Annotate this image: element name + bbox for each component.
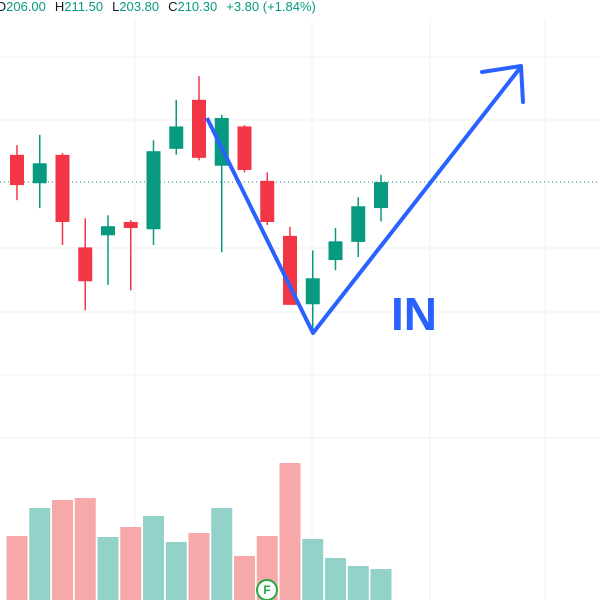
candle-body [146, 151, 161, 230]
candle-body [169, 126, 184, 149]
candle-body [192, 99, 206, 158]
legend-row: C210.30 [168, 0, 217, 14]
volume-bar [279, 463, 301, 600]
candle-layer [0, 76, 600, 331]
candle-body [32, 163, 47, 184]
candle-body [374, 182, 388, 209]
legend-key: H [55, 0, 64, 14]
annotation: IN [391, 288, 437, 340]
candle-body [351, 206, 366, 242]
legend-value: +3.80 (+1.84%) [226, 0, 316, 14]
volume-bar [143, 516, 164, 600]
candle-body [78, 247, 93, 282]
legend-header: O206.00 H211.50 L203.80 C210.30 +3.80 (+1.84… [0, 0, 316, 14]
legend-key: L [112, 0, 119, 14]
legend-row: O206.00 [0, 0, 46, 14]
candle-body [305, 278, 320, 305]
volume-bar [165, 542, 187, 600]
trend-arrow [205, 66, 522, 335]
candle-body [123, 221, 138, 229]
volume-bar [325, 558, 346, 600]
candle-body [283, 235, 297, 305]
volume-bar [29, 508, 51, 600]
legend-key: O [0, 0, 6, 14]
volume-bar [97, 537, 119, 600]
candle-body [237, 126, 252, 170]
volume-bar [188, 533, 210, 600]
legend-value: 203.80 [119, 0, 159, 14]
event-label: F [263, 583, 270, 597]
legend-value: 206.00 [6, 0, 46, 14]
legend-row: H211.50 [55, 0, 103, 14]
volume-bar [120, 527, 142, 600]
volume-bar [302, 539, 324, 600]
event-icon[interactable] [256, 579, 278, 600]
candle-body [101, 226, 115, 236]
volume-bar [347, 566, 369, 600]
candle-body [328, 241, 343, 261]
legend-key: C [168, 0, 177, 14]
volume-layer [6, 463, 392, 600]
volume-bar [234, 556, 255, 600]
candle-body [10, 154, 24, 186]
volume-bar [370, 569, 392, 600]
legend-value: 210.30 [177, 0, 217, 14]
candle-body [260, 180, 275, 222]
legend-row: +3.80 (+1.84%) [226, 0, 316, 14]
volume-bar [6, 536, 28, 600]
arrow-head [480, 64, 525, 104]
volume-bar [211, 508, 233, 600]
legend-row: L203.80 [112, 0, 159, 14]
grid [0, 20, 600, 600]
candle-body [55, 154, 70, 222]
volume-bar [74, 498, 96, 600]
volume-bar [52, 500, 73, 600]
legend-value: 211.50 [64, 0, 103, 14]
